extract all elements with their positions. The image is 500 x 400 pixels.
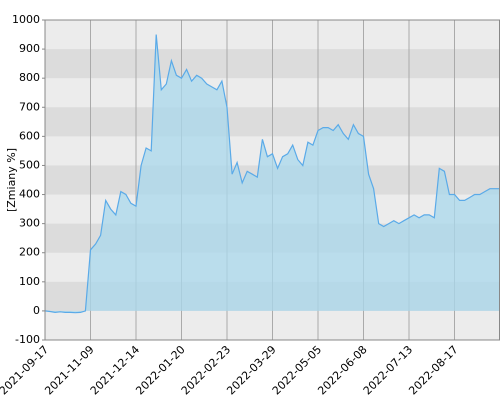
y-tick-label: 800 <box>19 71 40 84</box>
y-tick-label: 0 <box>33 304 40 317</box>
y-tick-label: 500 <box>19 158 40 171</box>
area <box>45 34 500 313</box>
y-tick-label: -100 <box>15 333 40 346</box>
y-tick-label: 600 <box>19 129 40 142</box>
y-tick-label: 100 <box>19 275 40 288</box>
x-tick-label: 2022-08-17 <box>406 343 460 397</box>
y-tick-label: 900 <box>19 42 40 55</box>
y-tick-label: 700 <box>19 100 40 113</box>
y-tick-label: 400 <box>19 188 40 201</box>
y-axis-label: [Zmiany %] <box>5 148 18 212</box>
y-tick-label: 200 <box>19 246 40 259</box>
y-tick-label: 1000 <box>12 13 40 26</box>
line <box>44 34 500 314</box>
y-tick-label: 300 <box>19 217 40 230</box>
